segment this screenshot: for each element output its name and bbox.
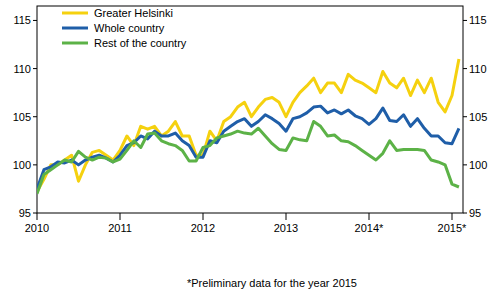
- y-tick-label: 95: [19, 207, 31, 219]
- x-tick-label: 2015*: [438, 222, 467, 234]
- y-tick-label: 100: [13, 159, 31, 171]
- x-tick-label: 2011: [108, 222, 132, 234]
- y-tick-label: 95: [469, 207, 481, 219]
- x-tick: [286, 213, 287, 220]
- y-tick-label: 100: [469, 159, 487, 171]
- y-tick-label: 105: [13, 111, 31, 123]
- x-tick: [37, 213, 38, 220]
- y-tick: [463, 116, 467, 117]
- y-tick: [33, 116, 37, 117]
- y-tick-label: 115: [13, 14, 31, 26]
- series-group: [37, 59, 459, 194]
- series-line: [37, 122, 459, 194]
- legend-swatch: [62, 27, 88, 30]
- y-tick-label: 110: [13, 63, 31, 75]
- chart: 95 95 100 100 105 105 110 110 115 115 2010 2011 2012…: [0, 0, 494, 304]
- x-tick: [369, 213, 370, 220]
- y-tick: [33, 68, 37, 69]
- legend-label: Greater Helsinki: [94, 7, 173, 19]
- y-tick: [33, 213, 37, 214]
- y-tick: [463, 68, 467, 69]
- x-tick-label: 2013: [274, 222, 298, 234]
- y-tick-label: 115: [469, 14, 487, 26]
- plot-frame: [37, 6, 463, 213]
- footnote: *Preliminary data for the year 2015: [187, 277, 357, 289]
- legend-swatch: [62, 42, 88, 45]
- y-tick-label: 110: [469, 63, 487, 75]
- x-tick: [120, 213, 121, 220]
- y-tick: [463, 213, 467, 214]
- legend-swatch: [62, 12, 88, 15]
- y-tick: [463, 20, 467, 21]
- y-tick: [33, 164, 37, 165]
- x-tick-label: 2010: [25, 222, 49, 234]
- y-tick: [33, 20, 37, 21]
- legend-label: Whole country: [94, 22, 165, 34]
- legend-label: Rest of the country: [94, 37, 187, 49]
- x-tick: [203, 213, 204, 220]
- x-tick-label: 2012: [191, 222, 215, 234]
- y-tick-label: 105: [469, 111, 487, 123]
- x-tick-label: 2014*: [355, 222, 384, 234]
- x-tick: [452, 213, 453, 220]
- y-tick: [463, 164, 467, 165]
- series-line: [37, 59, 459, 192]
